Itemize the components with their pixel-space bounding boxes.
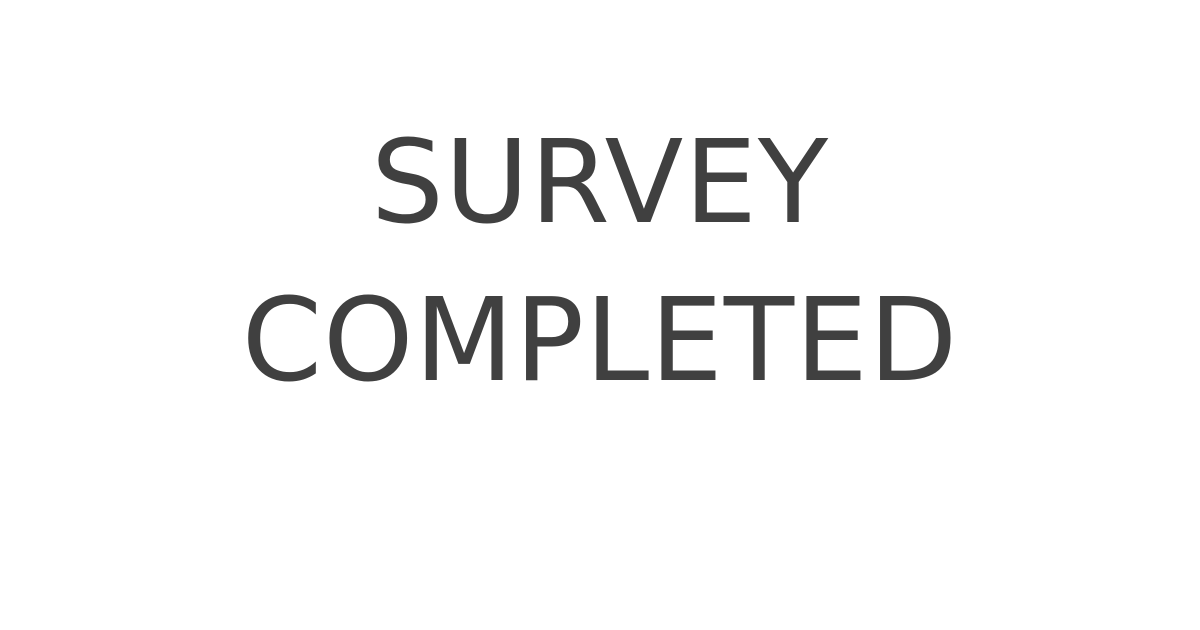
completion-message: SURVEY COMPLETED — [0, 104, 1200, 420]
completion-message-line-2: COMPLETED — [241, 274, 959, 408]
completion-message-line-1: SURVEY — [370, 116, 830, 250]
